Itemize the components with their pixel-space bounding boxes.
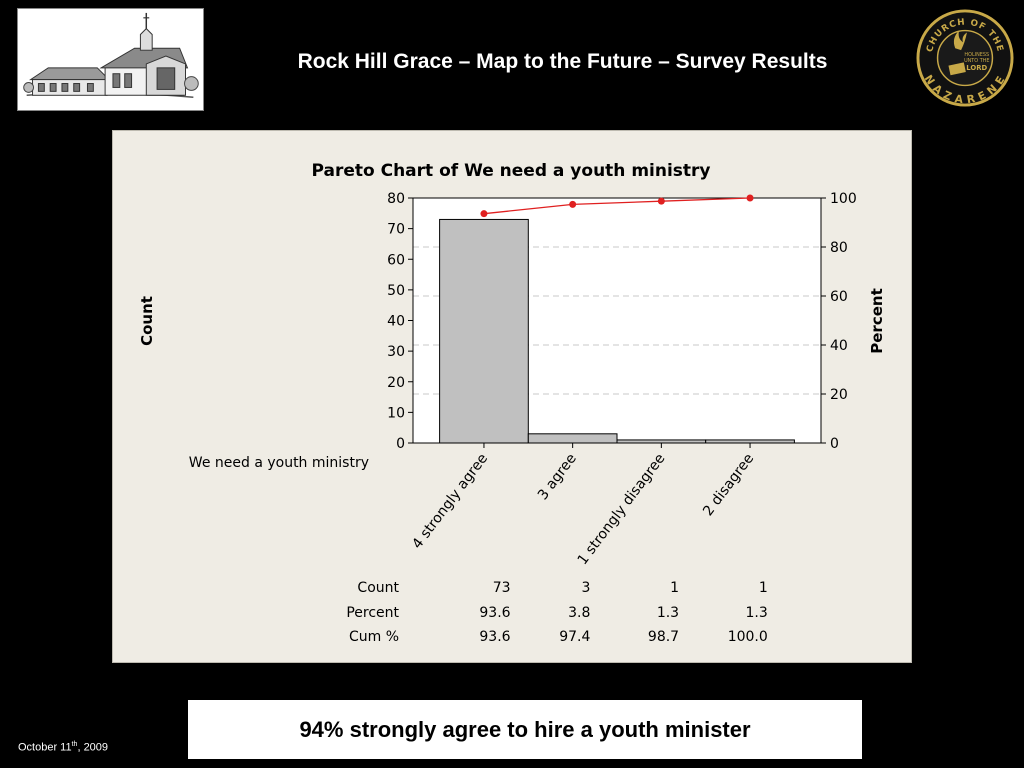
church-of-the-nazarene-seal: CHURCH OF THE NAZARENE HOLINESS UNTO THE… [916, 9, 1014, 107]
table-cell: 3.8 [568, 605, 590, 621]
x-tick-label: 1 strongly disagree [575, 451, 669, 568]
cumulative-point-2 [569, 200, 577, 208]
y-tick-label: 20 [387, 375, 405, 391]
pareto-chart-panel: Pareto Chart of We need a youth ministry… [112, 130, 912, 663]
y-tick-label: 70 [387, 222, 405, 238]
y2-tick-label: 20 [830, 387, 848, 403]
y-tick-label: 10 [387, 405, 405, 421]
category-row-label: We need a youth ministry [189, 455, 369, 471]
caption-text: 94% strongly agree to hire a youth minis… [299, 716, 751, 742]
y2-tick-label: 80 [830, 240, 848, 256]
table-cell: 100.0 [728, 629, 768, 645]
y-tick-label: 80 [387, 191, 405, 207]
y2-tick-label: 0 [830, 436, 839, 452]
y-axis-title: Count [138, 296, 156, 346]
x-tick-label: 4 strongly agree [409, 451, 491, 552]
y-tick-label: 0 [396, 436, 405, 452]
table-cell: 1 [759, 580, 768, 596]
table-row-label: Percent [346, 605, 399, 621]
y2-tick-label: 40 [830, 338, 848, 354]
y2-tick-label: 60 [830, 289, 848, 305]
cumulative-point-3 [657, 197, 665, 205]
table-cell: 1 [670, 580, 679, 596]
y-tick-label: 50 [387, 283, 405, 299]
pareto-chart: Pareto Chart of We need a youth ministry… [138, 161, 886, 645]
table-cell: 3 [581, 580, 590, 596]
cumulative-point-1 [480, 210, 488, 218]
chart-title: Pareto Chart of We need a youth ministry [311, 161, 710, 181]
svg-text:UNTO THE: UNTO THE [964, 58, 989, 64]
table-cell: 93.6 [479, 605, 510, 621]
svg-text:LORD: LORD [966, 64, 987, 72]
x-tick-label: 3 agree [535, 451, 580, 503]
y2-tick-label: 100 [830, 191, 857, 207]
table-cell: 1.3 [657, 605, 679, 621]
footer-date: October 11th, 2009 [18, 741, 109, 754]
cumulative-percent-line [483, 197, 751, 215]
x-tick-label: 2 disagree [700, 451, 757, 519]
church-building-logo [17, 8, 204, 111]
y2-axis-title: Percent [868, 288, 886, 353]
slide-title: Rock Hill Grace – Map to the Future – Su… [297, 50, 828, 73]
table-cell: 98.7 [648, 629, 679, 645]
caption-box: 94% strongly agree to hire a youth minis… [188, 700, 862, 759]
y-tick-label: 60 [387, 252, 405, 268]
svg-text:HOLINESS: HOLINESS [964, 52, 989, 58]
table-cell: 1.3 [746, 605, 768, 621]
table-row-label: Cum % [349, 629, 399, 645]
table-cell: 73 [493, 580, 511, 596]
y-tick-label: 30 [387, 344, 405, 360]
table-cell: 97.4 [559, 629, 590, 645]
bar-1 [439, 218, 529, 444]
bar-2 [527, 433, 618, 444]
table-cell: 93.6 [479, 629, 510, 645]
y-tick-label: 40 [387, 314, 405, 330]
table-row-label: Count [357, 580, 399, 596]
cumulative-point-4 [746, 194, 754, 202]
